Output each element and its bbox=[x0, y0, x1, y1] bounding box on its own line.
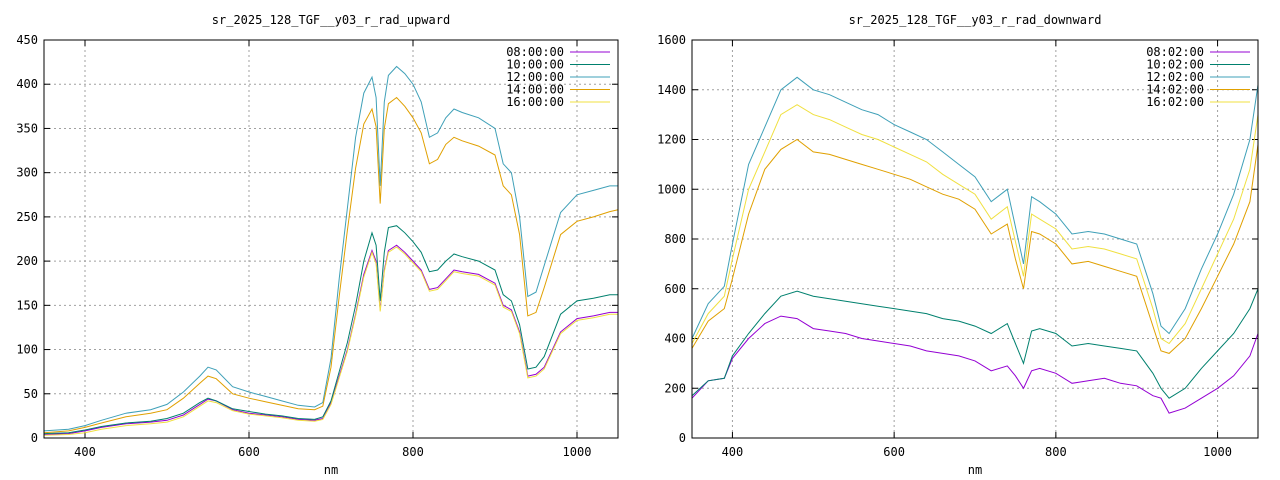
legend-label: 12:00:00 bbox=[506, 70, 564, 84]
x-tick-label: 600 bbox=[883, 445, 905, 459]
y-tick-label: 350 bbox=[16, 121, 38, 135]
x-tick-label: 400 bbox=[722, 445, 744, 459]
y-tick-label: 1400 bbox=[657, 83, 686, 97]
series-line-08-02-00 bbox=[691, 315, 1259, 414]
y-tick-label: 1600 bbox=[657, 33, 686, 47]
series-line-14-02-00 bbox=[691, 138, 1259, 354]
y-tick-label: 800 bbox=[664, 232, 686, 246]
y-tick-label: 600 bbox=[664, 282, 686, 296]
series-line-16-00-00 bbox=[43, 246, 618, 436]
x-axis-label: nm bbox=[968, 463, 982, 477]
y-tick-label: 100 bbox=[16, 343, 38, 357]
y-tick-label: 250 bbox=[16, 210, 38, 224]
series-line-16-02-00 bbox=[691, 104, 1259, 345]
downward-radiance-chart: sr_2025_128_TGF__y03_r_rad_downward nm 4… bbox=[657, 13, 1259, 477]
y-tick-label: 200 bbox=[16, 254, 38, 268]
y-tick-label: 150 bbox=[16, 298, 38, 312]
x-tick-label: 400 bbox=[74, 445, 96, 459]
series-line-14-00-00 bbox=[43, 96, 619, 434]
x-tick-label: 1000 bbox=[563, 445, 592, 459]
plot-frame bbox=[691, 39, 1259, 439]
x-axis-label: nm bbox=[324, 463, 338, 477]
legend-label: 08:00:00 bbox=[506, 45, 564, 59]
series-lines bbox=[691, 76, 1259, 414]
y-tick-label: 0 bbox=[679, 431, 686, 445]
upward-radiance-chart: sr_2025_128_TGF__y03_r_rad_upward nm 400… bbox=[16, 13, 619, 477]
series-line-12-00-00 bbox=[43, 65, 618, 432]
x-tick-label: 600 bbox=[238, 445, 260, 459]
y-tick-label: 50 bbox=[24, 387, 38, 401]
series-line-12-02-00 bbox=[691, 76, 1259, 339]
x-tick-label: 800 bbox=[1045, 445, 1067, 459]
legend-label: 16:02:00 bbox=[1146, 95, 1204, 109]
series-line-10-02-00 bbox=[691, 288, 1259, 399]
legend-label: 16:00:00 bbox=[506, 95, 564, 109]
y-tick-label: 400 bbox=[16, 77, 38, 91]
legend-label: 14:00:00 bbox=[506, 83, 564, 97]
legend-label: 14:02:00 bbox=[1146, 83, 1204, 97]
series-line-08-00-00 bbox=[43, 244, 618, 435]
y-tick-label: 400 bbox=[664, 332, 686, 346]
series-line-10-00-00 bbox=[43, 225, 618, 435]
y-tick-label: 1200 bbox=[657, 133, 686, 147]
x-tick-label: 800 bbox=[402, 445, 424, 459]
y-tick-label: 0 bbox=[31, 431, 38, 445]
legend-label: 08:02:00 bbox=[1146, 45, 1204, 59]
chart-title: sr_2025_128_TGF__y03_r_rad_upward bbox=[212, 13, 450, 27]
y-tick-label: 200 bbox=[664, 381, 686, 395]
x-tick-label: 1000 bbox=[1203, 445, 1232, 459]
plot-frame bbox=[43, 39, 619, 439]
grid-lines bbox=[44, 40, 618, 438]
legend-label: 12:02:00 bbox=[1146, 70, 1204, 84]
grid-lines bbox=[692, 40, 1258, 438]
legend-label: 10:00:00 bbox=[506, 58, 564, 72]
y-tick-label: 300 bbox=[16, 166, 38, 180]
chart-title: sr_2025_128_TGF__y03_r_rad_downward bbox=[849, 13, 1102, 27]
y-tick-label: 1000 bbox=[657, 182, 686, 196]
series-lines bbox=[43, 65, 619, 436]
legend-label: 10:02:00 bbox=[1146, 58, 1204, 72]
y-tick-label: 450 bbox=[16, 33, 38, 47]
